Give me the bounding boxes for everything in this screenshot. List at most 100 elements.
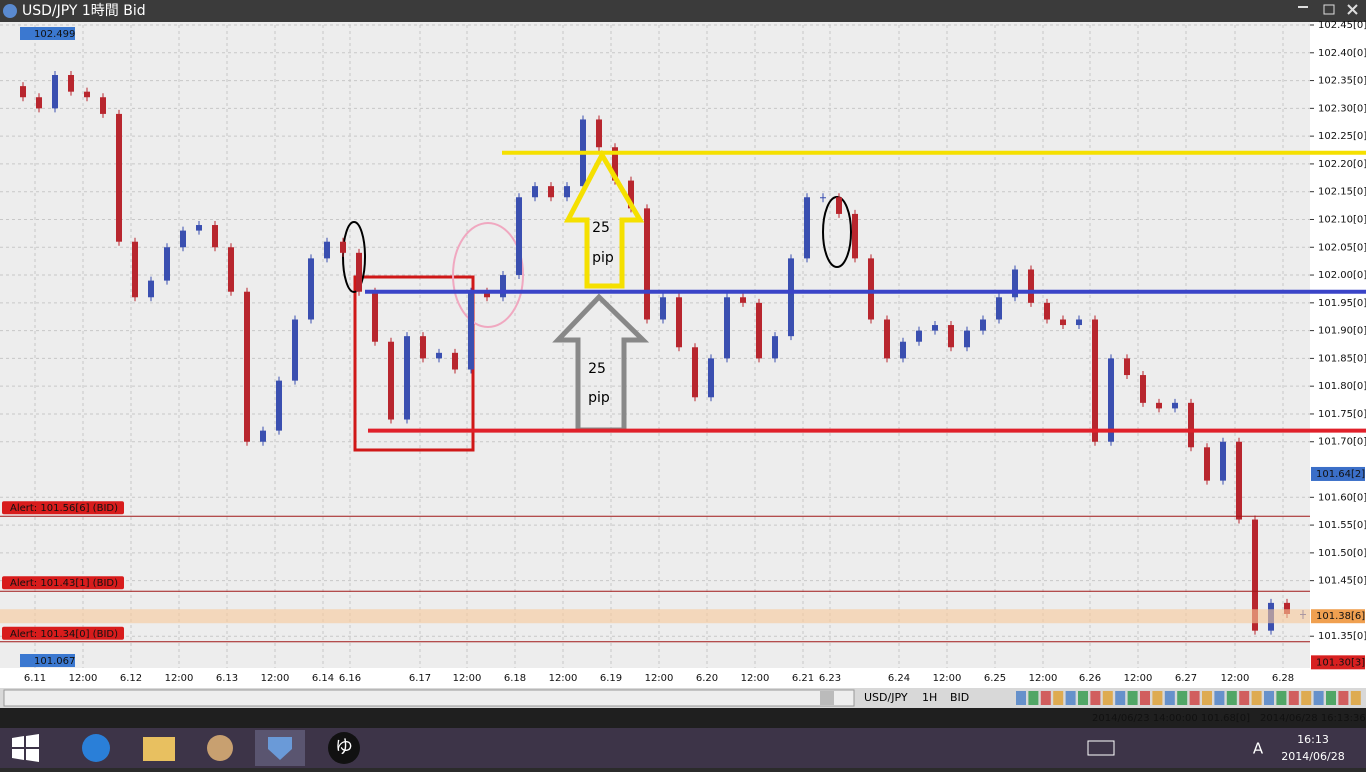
- y-tick-label: 102.10[0]: [1318, 214, 1366, 225]
- tool-button[interactable]: [1214, 691, 1225, 705]
- tool-button[interactable]: [1102, 691, 1113, 705]
- title-bar: [0, 0, 1366, 22]
- price-marker: [1311, 466, 1365, 481]
- keyboard-icon[interactable]: [1087, 740, 1115, 756]
- candle: [116, 113, 122, 242]
- candle: [1124, 358, 1130, 376]
- candle: [1284, 602, 1290, 614]
- tool-button[interactable]: [1338, 691, 1349, 705]
- x-tick-label: 12:00: [1221, 673, 1250, 684]
- y-tick-label: 101.75[0]: [1318, 409, 1366, 420]
- side-select[interactable]: BID: [950, 691, 969, 704]
- highlight-ellipse: [452, 222, 524, 328]
- candle: [548, 186, 554, 198]
- tool-button[interactable]: [1288, 691, 1299, 705]
- tool-button[interactable]: [1164, 691, 1175, 705]
- tool-button[interactable]: [1115, 691, 1126, 705]
- symbol-select[interactable]: USD/JPY: [864, 691, 908, 704]
- candle: [1028, 269, 1034, 303]
- tool-button[interactable]: [1251, 691, 1262, 705]
- tool-button[interactable]: [1090, 691, 1101, 705]
- candle: [1044, 302, 1050, 320]
- tool-button[interactable]: [1313, 691, 1324, 705]
- tool-button[interactable]: [1326, 691, 1336, 705]
- candle: [964, 330, 970, 348]
- y-tick-label: 101.85[0]: [1318, 353, 1366, 364]
- candle: [1188, 402, 1194, 448]
- candle: [868, 258, 874, 320]
- tool-button[interactable]: [1226, 691, 1237, 705]
- candle: [916, 330, 922, 342]
- tool-button[interactable]: [1140, 691, 1150, 705]
- y-tick-label: 101.35[0]: [1318, 631, 1366, 642]
- clock-time[interactable]: 16:13: [1297, 733, 1329, 746]
- candle: [1108, 358, 1114, 442]
- tool-button[interactable]: [1177, 691, 1188, 705]
- tool-button[interactable]: [1065, 691, 1076, 705]
- tool-button[interactable]: [1276, 691, 1287, 705]
- tool-button[interactable]: [1350, 691, 1361, 705]
- candle: [676, 297, 682, 348]
- tool-button[interactable]: [1152, 691, 1163, 705]
- candle: [1060, 319, 1066, 326]
- candle: [68, 75, 74, 92]
- candle: [20, 86, 26, 98]
- scroll-thumb[interactable]: [820, 691, 834, 705]
- scrollbar[interactable]: [3, 689, 855, 707]
- x-tick-label: 12:00: [69, 673, 98, 684]
- clock-date[interactable]: 2014/06/28: [1281, 750, 1344, 763]
- tool-button[interactable]: [1239, 691, 1250, 705]
- x-tick-label: 12:00: [1029, 673, 1058, 684]
- price-marker: [1311, 655, 1365, 670]
- restore-button[interactable]: [1323, 4, 1335, 15]
- paint-icon[interactable]: [207, 735, 233, 761]
- candle: [340, 241, 346, 253]
- start-button[interactable]: [12, 734, 39, 762]
- candle: [788, 258, 794, 337]
- alert-label: Alert: 101.43[1] (BID): [10, 578, 118, 589]
- y-tick-label: 101.60[0]: [1318, 492, 1366, 503]
- app-task[interactable]: [328, 732, 360, 764]
- x-tick-label: 6.13: [216, 673, 238, 684]
- x-tick-label: 6.17: [409, 673, 431, 684]
- y-tick-label: 102.40[0]: [1318, 48, 1366, 59]
- candle: [1012, 269, 1018, 298]
- candle: [1076, 319, 1082, 326]
- candle: [180, 230, 186, 248]
- alert-label: Alert: 101.34[0] (BID): [10, 629, 118, 640]
- candle: [900, 341, 906, 359]
- close-button[interactable]: [1347, 4, 1358, 15]
- ime-indicator[interactable]: A: [1253, 740, 1264, 758]
- y-tick-label: 101.50[0]: [1318, 548, 1366, 559]
- x-tick-label: 12:00: [453, 673, 482, 684]
- tool-button[interactable]: [1127, 691, 1138, 705]
- tool-button[interactable]: [1189, 691, 1200, 705]
- x-tick-label: 12:00: [1124, 673, 1153, 684]
- browser-icon[interactable]: [82, 734, 110, 762]
- candle: [84, 91, 90, 98]
- tool-button[interactable]: [1301, 691, 1312, 705]
- tool-button[interactable]: [1053, 691, 1064, 705]
- explorer-icon[interactable]: [143, 737, 175, 761]
- candle: [388, 341, 394, 420]
- candle: [1252, 519, 1258, 631]
- y-tick-label: 102.00[0]: [1318, 270, 1366, 281]
- period-select[interactable]: 1H: [922, 691, 937, 704]
- tool-button[interactable]: [1202, 691, 1212, 705]
- tool-button[interactable]: [1078, 691, 1088, 705]
- minimize-button[interactable]: [1298, 6, 1308, 8]
- candle: [516, 197, 522, 276]
- tool-button[interactable]: [1028, 691, 1039, 705]
- tool-button[interactable]: [1016, 691, 1026, 705]
- candle: [660, 297, 666, 320]
- tool-button[interactable]: [1040, 691, 1051, 705]
- alert-tag: [2, 576, 124, 590]
- tool-button[interactable]: [1264, 691, 1274, 705]
- candle: [148, 280, 154, 298]
- candle: [436, 352, 442, 359]
- y-tick-label: 101.45[0]: [1318, 576, 1366, 587]
- y-tick-label: 101.55[0]: [1318, 520, 1366, 531]
- candle: [996, 297, 1002, 320]
- candle: [228, 247, 234, 292]
- candle: [1172, 402, 1178, 409]
